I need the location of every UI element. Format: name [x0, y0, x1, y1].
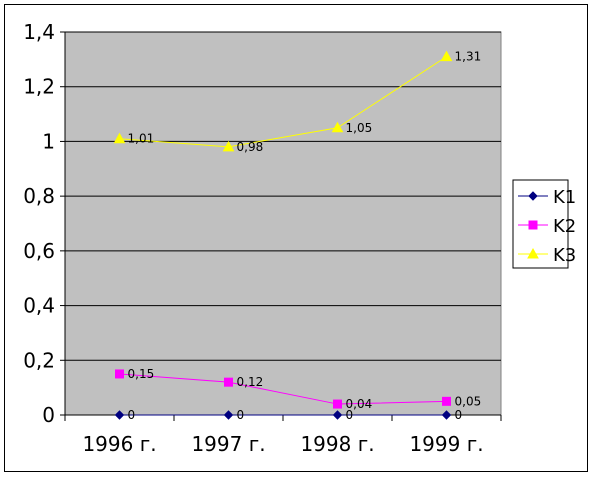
data-point-k1 [441, 410, 452, 420]
plot-area [64, 31, 502, 416]
legend-marker-k2 [528, 220, 538, 230]
y-tick-label: 0 [42, 403, 55, 427]
series-line-k3 [119, 56, 447, 148]
y-tick-label: 1,4 [23, 20, 55, 44]
y-tick-label: 1 [42, 129, 55, 153]
data-label-k1: 0 [455, 408, 463, 422]
legend-marker-k3 [527, 247, 539, 259]
series-lines [119, 56, 447, 416]
data-label-k1: 0 [346, 408, 354, 422]
y-tick-label: 0,4 [23, 294, 55, 318]
data-point-k3 [331, 121, 344, 133]
y-axis: 0 0,2 0,4 0,6 0,8 1 1,2 1,4 [23, 20, 66, 427]
data-point-k2 [442, 396, 451, 406]
legend-box [512, 179, 569, 269]
series-markers [113, 50, 453, 420]
legend-marker-k1 [528, 191, 538, 201]
data-label-k3: 1,01 [128, 132, 155, 146]
y-tick-label: 1,2 [23, 75, 55, 99]
y-tick-label: 0,8 [23, 184, 55, 208]
x-tick-label: 1996 г. [82, 432, 156, 456]
data-label-k1: 0 [237, 408, 245, 422]
legend-label-k3: K3 [553, 245, 576, 266]
data-point-k3 [222, 140, 235, 152]
data-label-k2: 0,12 [237, 375, 264, 389]
data-point-k1 [332, 410, 343, 420]
legend: K1 K2 K3 [512, 179, 576, 269]
data-label-k1: 0 [128, 408, 136, 422]
data-label-k3: 1,31 [455, 50, 482, 64]
legend-label-k1: K1 [553, 187, 576, 208]
gridlines [65, 31, 501, 361]
data-label-k3: 0,98 [237, 140, 264, 154]
x-tick-label: 1999 г. [409, 432, 483, 456]
y-tick-label: 0,6 [23, 239, 55, 263]
data-point-k2 [224, 377, 233, 387]
data-point-k2 [333, 399, 342, 409]
data-label-k3: 1,05 [346, 121, 373, 135]
y-tick-label: 0,2 [23, 348, 55, 372]
data-point-k3 [113, 132, 126, 144]
x-tick-label: 1998 г. [300, 432, 374, 456]
data-point-k1 [223, 410, 234, 420]
series-line-k2 [119, 373, 447, 405]
data-labels: 0 0 0 0 0,15 0,12 0,04 0,05 1,01 0,98 1,05 1,31 [128, 50, 482, 422]
data-point-k2 [115, 369, 124, 379]
data-label-k2: 0,04 [346, 397, 373, 411]
data-label-k2: 0,15 [128, 367, 155, 381]
x-tick-label: 1997 г. [191, 432, 265, 456]
data-label-k2: 0,05 [455, 394, 482, 408]
x-axis: 1996 г. 1997 г. 1998 г. 1999 г. [64, 414, 502, 456]
data-point-k3 [440, 50, 453, 62]
legend-label-k2: K2 [553, 216, 576, 237]
data-point-k1 [114, 410, 125, 420]
